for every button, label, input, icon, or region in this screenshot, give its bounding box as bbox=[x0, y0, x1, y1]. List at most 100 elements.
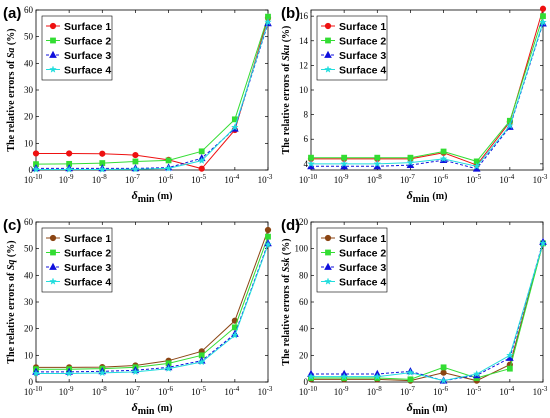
x-tick-label: 10-7 bbox=[125, 173, 140, 185]
data-point bbox=[98, 165, 107, 173]
y-tick-label: 0 bbox=[29, 377, 34, 387]
panel-label: (c) bbox=[3, 217, 21, 234]
x-tick-label: 10-8 bbox=[367, 173, 382, 185]
x-tick-label: 10-3 bbox=[258, 385, 273, 397]
chart-panel-1: 10-10 10-9 10-8 10-7 10-6 10-5 10-4 10-3 0 10 20 30… bbox=[3, 5, 273, 205]
y-tick-label: 0 bbox=[304, 377, 309, 387]
panel-label: (b) bbox=[281, 5, 300, 22]
y-tick-label: 50 bbox=[24, 244, 34, 254]
data-point bbox=[165, 157, 172, 164]
data-point bbox=[65, 165, 73, 173]
legend-label: Surface 2 bbox=[64, 36, 111, 48]
legend-marker bbox=[325, 37, 331, 44]
x-axis-label: δmin (m) bbox=[407, 188, 448, 205]
data-point bbox=[197, 156, 206, 164]
legend-label: Surface 4 bbox=[339, 277, 386, 289]
data-point bbox=[539, 18, 547, 26]
data-point bbox=[197, 358, 206, 366]
x-tick-label: 10-8 bbox=[92, 385, 107, 397]
y-tick-label: 40 bbox=[24, 270, 34, 280]
x-tick-label: 10-6 bbox=[158, 385, 173, 397]
data-point bbox=[198, 165, 205, 172]
x-tick-label: 10-6 bbox=[433, 385, 448, 397]
x-tick-label: 10-3 bbox=[533, 173, 548, 185]
x-tick-label: 10-4 bbox=[499, 385, 514, 397]
x-tick-label: 10-3 bbox=[258, 173, 273, 185]
x-tick-label: 10-4 bbox=[224, 173, 239, 185]
legend-label: Surface 4 bbox=[339, 65, 386, 77]
data-point bbox=[439, 376, 448, 384]
legend-marker bbox=[49, 277, 57, 285]
legend-marker bbox=[49, 22, 57, 30]
series-line-2 bbox=[311, 243, 544, 380]
legend-marker bbox=[49, 65, 57, 73]
legend-label: Surface 2 bbox=[339, 36, 386, 48]
x-tick-label: 10-9 bbox=[59, 173, 74, 185]
x-tick-label: 10-4 bbox=[224, 385, 239, 397]
data-point bbox=[32, 165, 40, 173]
panel-label: (a) bbox=[3, 5, 21, 22]
series-line-1 bbox=[36, 17, 269, 170]
x-tick-label: 10-9 bbox=[59, 385, 74, 397]
x-axis-label: δmin (m) bbox=[407, 400, 448, 417]
y-tick-label: 0 bbox=[29, 165, 34, 175]
y-tick-label: 40 bbox=[299, 324, 309, 334]
series-line-4 bbox=[311, 243, 544, 382]
data-point bbox=[340, 372, 348, 380]
y-tick-label: 16 bbox=[299, 11, 309, 21]
x-axis-label: δmin (m) bbox=[132, 188, 173, 205]
series-line-3 bbox=[311, 23, 544, 170]
legend-marker bbox=[49, 234, 57, 242]
x-tick-label: 10-5 bbox=[466, 385, 481, 397]
series-line-4 bbox=[311, 22, 544, 167]
legend-label: Surface 1 bbox=[339, 21, 386, 33]
data-point bbox=[308, 154, 314, 161]
data-point bbox=[131, 165, 140, 173]
x-tick-label: 10-6 bbox=[433, 173, 448, 185]
data-point bbox=[164, 164, 173, 172]
series-line-2 bbox=[36, 236, 269, 370]
data-point bbox=[506, 121, 514, 129]
x-tick-label: 10-10 bbox=[24, 173, 43, 185]
data-point bbox=[132, 151, 139, 159]
x-tick-label: 10-9 bbox=[334, 173, 349, 185]
y-axis-label: The relative errors of Ssk (%) bbox=[281, 238, 292, 365]
data-point bbox=[66, 150, 73, 157]
data-point bbox=[440, 148, 447, 155]
y-tick-label: 4 bbox=[304, 159, 309, 169]
x-tick-label: 10-10 bbox=[299, 385, 318, 397]
data-point bbox=[65, 369, 73, 377]
data-point bbox=[440, 369, 447, 376]
x-tick-label: 10-7 bbox=[400, 173, 415, 185]
legend-label: Surface 2 bbox=[64, 248, 111, 260]
y-tick-label: 20 bbox=[24, 112, 34, 122]
series-line-1 bbox=[36, 229, 269, 368]
data-point bbox=[539, 5, 547, 12]
legend-label: Surface 1 bbox=[339, 233, 386, 245]
data-point bbox=[472, 162, 481, 170]
data-point bbox=[506, 351, 514, 359]
data-point bbox=[164, 364, 173, 372]
y-tick-label: 14 bbox=[299, 36, 309, 46]
legend-label: Surface 3 bbox=[339, 262, 386, 274]
data-point bbox=[340, 159, 348, 168]
series-line-4 bbox=[36, 244, 269, 374]
y-tick-label: 8 bbox=[304, 110, 309, 120]
y-axis-label: The relative errors of Sq (%) bbox=[6, 240, 17, 363]
y-axis-label: The relative errors of Sku (%) bbox=[281, 26, 292, 155]
x-tick-label: 10-6 bbox=[158, 173, 173, 185]
y-tick-label: 60 bbox=[299, 297, 309, 307]
data-point bbox=[32, 150, 40, 157]
legend-marker bbox=[324, 277, 332, 285]
y-tick-label: 30 bbox=[24, 297, 34, 307]
x-tick-label: 10-4 bbox=[499, 173, 514, 185]
legend-label: Surface 1 bbox=[64, 21, 111, 33]
chart-panel-2: 10-10 10-9 10-8 10-7 10-6 10-5 10-4 10-3 4 6 8 10 12… bbox=[281, 5, 548, 205]
chart-panel-3: 10-10 10-9 10-8 10-7 10-6 10-5 10-4 10-3 0 10 20 30… bbox=[3, 217, 273, 417]
data-point bbox=[540, 13, 546, 20]
data-point bbox=[407, 376, 414, 383]
legend-label: Surface 2 bbox=[339, 248, 386, 260]
x-tick-label: 10-7 bbox=[125, 385, 140, 397]
data-point bbox=[472, 370, 481, 378]
data-point bbox=[99, 150, 106, 157]
